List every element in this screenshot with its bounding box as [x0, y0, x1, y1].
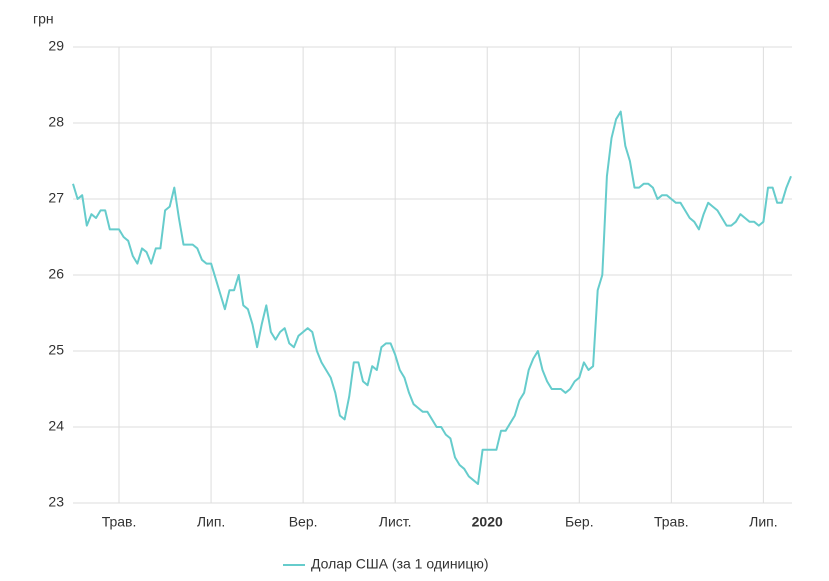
- y-tick-label: 27: [48, 190, 64, 206]
- x-tick-label: Бер.: [565, 514, 594, 530]
- x-tick-label: 2020: [472, 514, 503, 530]
- x-tick-label: Лип.: [749, 514, 777, 530]
- y-tick-label: 24: [48, 418, 64, 434]
- y-tick-label: 28: [48, 114, 64, 130]
- y-tick-label: 23: [48, 494, 64, 510]
- x-tick-label: Вер.: [289, 514, 318, 530]
- x-tick-label: Трав.: [102, 514, 137, 530]
- y-tick-label: 25: [48, 342, 64, 358]
- y-tick-label: 29: [48, 38, 64, 54]
- y-unit: грн: [33, 11, 54, 27]
- series-line: [72, 110, 792, 485]
- legend-label: Долар США (за 1 одиницю): [311, 556, 489, 572]
- x-tick-label: Трав.: [654, 514, 689, 530]
- y-tick-label: 26: [48, 266, 64, 282]
- x-tick-label: Лист.: [379, 514, 412, 530]
- x-tick-label: Лип.: [197, 514, 225, 530]
